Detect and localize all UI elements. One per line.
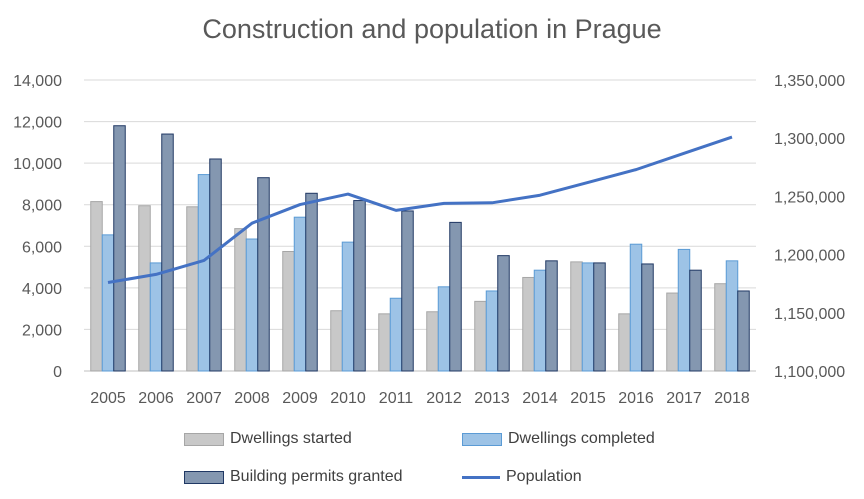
bar-dwellings-completed [677,248,691,372]
bar-dwellings-completed [197,174,211,372]
x-tick-label: 2012 [426,390,462,407]
bar-building-permits-granted [113,125,126,372]
bar-dwellings-completed [533,269,547,372]
population-line [107,135,733,285]
bar-dwellings-completed [245,238,259,372]
bar-building-permits-granted [689,269,702,372]
bar-dwellings-started [234,228,247,372]
x-tick-label: 2009 [282,390,318,407]
bar-dwellings-started [186,206,199,372]
bar-building-permits-granted [161,133,174,372]
legend-swatch-population [462,475,500,479]
x-tick-label: 2013 [474,390,510,407]
bar-dwellings-completed [581,262,595,372]
bar-building-permits-granted [641,263,654,372]
y-right-tick-label: 1,300,000 [774,131,845,148]
bar-dwellings-started [666,292,679,372]
legend-swatch-permits [184,470,224,484]
bar-building-permits-granted [737,290,750,372]
y-left-tick-label: 10,000 [13,156,62,173]
legend-swatch-completed [462,432,502,446]
y-left-tick-label: 4,000 [22,281,62,298]
y-right-tick-label: 1,200,000 [774,248,845,265]
bar-building-permits-granted [545,260,558,372]
x-tick-label: 2006 [138,390,174,407]
bar-dwellings-started [138,205,151,372]
bar-dwellings-completed [101,234,115,372]
bar-dwellings-completed [437,286,451,372]
bar-building-permits-granted [401,210,414,372]
x-tick-label: 2008 [234,390,270,407]
bar-dwellings-completed [341,241,355,372]
bar-building-permits-granted [209,158,222,372]
bar-building-permits-granted [305,192,318,372]
legend-label-permits: Building permits granted [230,468,403,485]
bar-dwellings-started [714,283,727,372]
chart-title: Construction and population in Prague [202,14,662,44]
legend-item-population: Population [462,468,582,486]
legend-item-completed: Dwellings completed [462,430,655,448]
y-left-tick-label: 12,000 [13,115,62,132]
x-tick-label: 2018 [714,390,750,407]
x-tick-label: 2016 [618,390,654,407]
bar-building-permits-granted [497,255,510,372]
y-left-tick-label: 2,000 [22,322,62,339]
y-right-tick-label: 1,100,000 [774,364,845,381]
y-left-tick-label: 0 [53,364,62,381]
bar-dwellings-completed [485,290,499,372]
x-tick-label: 2005 [90,390,126,407]
bar-dwellings-started [330,310,343,372]
legend-label-completed: Dwellings completed [508,430,655,447]
bar-dwellings-completed [149,262,163,372]
legend-label-started: Dwellings started [230,430,352,447]
chart-plot: 0 2,000 4,000 6,000 8,000 10,000 12,000 14,000 1… [13,73,845,407]
x-tick-label: 2007 [186,390,222,407]
bar-dwellings-started [282,250,295,372]
y-left-tick-label: 6,000 [22,239,62,256]
x-tick-label: 2017 [666,390,702,407]
bar-dwellings-started [570,261,583,372]
x-tick-label: 2014 [522,390,558,407]
bar-dwellings-completed [725,260,739,372]
bar-dwellings-completed [629,243,643,372]
legend-item-started: Dwellings started [184,430,352,448]
x-tick-label: 2011 [379,390,414,407]
bar-dwellings-started [522,276,535,372]
x-tick-label: 2015 [570,390,606,407]
x-tick-label: 2010 [330,390,366,407]
y-right-tick-label: 1,150,000 [774,306,845,323]
bar-building-permits-granted [257,177,270,372]
y-right-tick-label: 1,350,000 [774,73,845,90]
y-left-tick-label: 14,000 [13,73,62,90]
bar-dwellings-completed [389,297,403,372]
bar-building-permits-granted [593,262,606,372]
bar-dwellings-started [378,313,391,372]
bar-dwellings-completed [293,216,307,372]
legend-item-permits: Building permits granted [184,468,403,486]
bar-building-permits-granted [353,200,366,372]
bar-dwellings-started [474,300,487,372]
bar-building-permits-granted [449,221,462,372]
y-left-tick-label: 8,000 [22,198,62,215]
legend-label-population: Population [506,468,582,485]
bar-dwellings-started [90,201,103,372]
bar-dwellings-started [618,313,631,372]
legend-swatch-started [184,432,224,446]
bar-dwellings-started [426,311,439,372]
y-right-tick-label: 1,250,000 [774,189,845,206]
